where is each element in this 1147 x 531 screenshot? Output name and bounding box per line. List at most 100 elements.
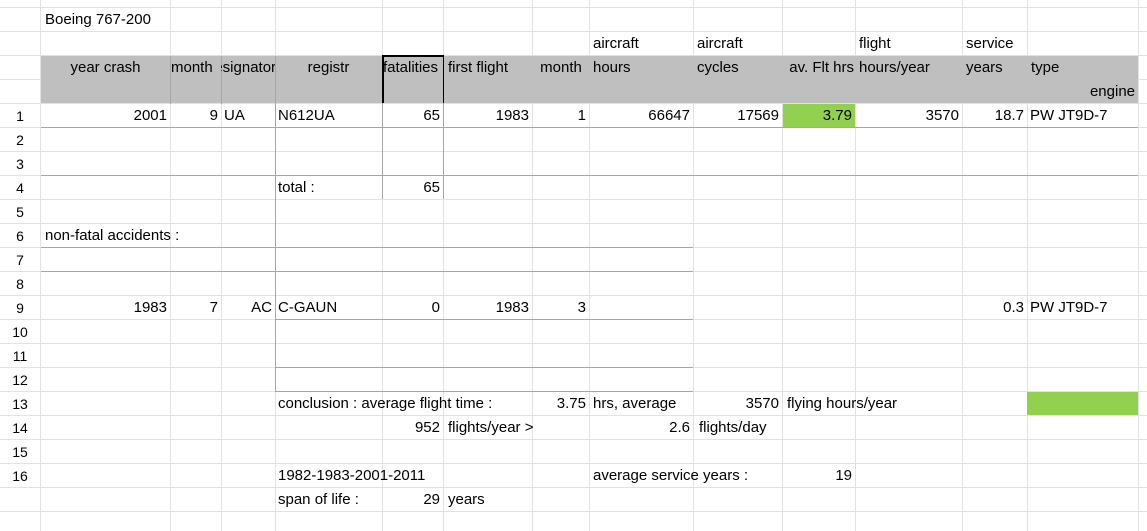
flights-year-label[interactable]: flights/year > bbox=[448, 419, 534, 436]
r9-month[interactable]: 7 bbox=[209, 299, 218, 316]
header-flight-hours-top[interactable]: flight bbox=[859, 35, 891, 52]
header-service-years[interactable]: years bbox=[966, 59, 1003, 76]
header-band bbox=[41, 56, 1138, 103]
border-r7-bottom bbox=[41, 271, 693, 272]
grid-col-line bbox=[1138, 0, 1139, 531]
grid-row-line bbox=[0, 55, 1147, 56]
r1-fatalities[interactable]: 65 bbox=[423, 107, 440, 124]
conclusion-flying-label[interactable]: flying hours/year bbox=[787, 395, 898, 412]
flights-day-value[interactable]: 2.6 bbox=[669, 419, 690, 436]
grid-row-line bbox=[0, 295, 1147, 296]
flights-year-value[interactable]: 952 bbox=[414, 419, 440, 436]
row-number[interactable]: 4 bbox=[16, 180, 24, 196]
header-aircraft-cycles-top[interactable]: aircraft bbox=[697, 35, 743, 52]
row-number[interactable]: 3 bbox=[16, 156, 24, 172]
row-number[interactable]: 5 bbox=[16, 204, 24, 220]
header-avg-flt-hrs[interactable]: av. Flt hrs bbox=[789, 59, 854, 76]
r9-engine-type[interactable]: PW JT9D-7 bbox=[1030, 299, 1108, 316]
border-r9-bottom bbox=[275, 319, 693, 320]
grid-col-line bbox=[221, 0, 222, 531]
border-r1-bottom bbox=[41, 127, 1138, 128]
header-first-flight[interactable]: first flight bbox=[448, 59, 509, 76]
border-col-f-left bbox=[443, 103, 444, 199]
grid-row-line bbox=[0, 463, 1147, 464]
fatalities-border-left bbox=[382, 55, 384, 103]
r1-avg-flt-hrs[interactable]: 3.79 bbox=[822, 107, 852, 124]
avg-service-value[interactable]: 19 bbox=[835, 467, 852, 484]
row-number[interactable]: 8 bbox=[16, 276, 24, 292]
r9-first-flight[interactable]: 1983 bbox=[495, 299, 529, 316]
grid-col-line bbox=[1027, 0, 1028, 531]
r1-aircraft-cycles[interactable]: 17569 bbox=[737, 107, 779, 124]
header-aircraft-hours[interactable]: hours bbox=[593, 59, 631, 76]
row-number[interactable]: 11 bbox=[12, 348, 28, 364]
header-aircraft-hours-top[interactable]: aircraft bbox=[593, 35, 639, 52]
header-designator[interactable]: designator bbox=[221, 59, 275, 76]
span-label[interactable]: span of life : bbox=[278, 491, 359, 508]
conclusion-avg-flight-time[interactable]: 3.75 bbox=[556, 395, 586, 412]
header-aircraft-cycles[interactable]: cycles bbox=[697, 59, 739, 76]
header-type[interactable]: type bbox=[1031, 59, 1060, 76]
grid-row-line bbox=[0, 487, 1147, 488]
non-fatal-label[interactable]: non-fatal accidents : bbox=[45, 227, 180, 244]
r9-month-2[interactable]: 3 bbox=[577, 299, 586, 316]
header-month-2[interactable]: month bbox=[540, 59, 582, 76]
border-col-c-left bbox=[221, 56, 222, 104]
sheet-title[interactable]: Boeing 767-200 bbox=[45, 11, 151, 28]
conclusion-label[interactable]: conclusion : average flight time : bbox=[278, 395, 493, 412]
r9-designator[interactable]: AC bbox=[251, 299, 272, 316]
conclusion-hours-year[interactable]: 3570 bbox=[745, 395, 779, 412]
header-service-years-top[interactable]: service bbox=[966, 35, 1014, 52]
row-number[interactable]: 14 bbox=[12, 420, 28, 436]
grid-col-line bbox=[532, 0, 533, 531]
row-number[interactable]: 9 bbox=[16, 300, 24, 316]
total-value[interactable]: 65 bbox=[423, 179, 440, 196]
grid-row-line bbox=[0, 151, 1147, 152]
header-flight-hours[interactable]: hours/year bbox=[859, 59, 930, 76]
header-engine[interactable]: engine bbox=[1089, 83, 1135, 100]
row-number[interactable]: 6 bbox=[16, 228, 24, 244]
border-r3-bottom bbox=[41, 175, 1138, 176]
header-fatalities[interactable]: fatalities bbox=[383, 59, 439, 76]
row-number[interactable]: 2 bbox=[16, 132, 24, 148]
grid-col-line bbox=[855, 0, 856, 531]
r9-year-crash[interactable]: 1983 bbox=[133, 299, 167, 316]
grid-row-line bbox=[0, 103, 1147, 104]
row-number[interactable]: 10 bbox=[12, 324, 28, 340]
r9-registr[interactable]: C-GAUN bbox=[278, 299, 338, 316]
span-unit[interactable]: years bbox=[448, 491, 485, 508]
r1-aircraft-hours[interactable]: 66647 bbox=[648, 107, 690, 124]
r1-flight-hours[interactable]: 3570 bbox=[925, 107, 959, 124]
r1-year-crash[interactable]: 2001 bbox=[133, 107, 167, 124]
row-number[interactable]: 12 bbox=[12, 372, 28, 388]
years-range[interactable]: 1982-1983-2001-2011 bbox=[278, 467, 426, 484]
header-registr[interactable]: registr bbox=[307, 59, 350, 76]
avg-service-label[interactable]: average service years : bbox=[593, 467, 749, 484]
row-number[interactable]: 13 bbox=[12, 396, 28, 412]
r1-registr[interactable]: N612UA bbox=[278, 107, 335, 124]
header-year-crash[interactable]: year crash bbox=[70, 59, 141, 76]
row-number[interactable]: 1 bbox=[16, 108, 24, 124]
r1-designator[interactable]: UA bbox=[224, 107, 245, 124]
r1-month-2[interactable]: 1 bbox=[577, 107, 586, 124]
r1-month[interactable]: 9 bbox=[209, 107, 218, 124]
grid-col-line bbox=[382, 0, 383, 531]
span-value[interactable]: 29 bbox=[423, 491, 440, 508]
r1-engine-type[interactable]: PW JT9D-7 bbox=[1030, 107, 1108, 124]
row-number[interactable]: 15 bbox=[12, 444, 28, 460]
total-label[interactable]: total : bbox=[278, 179, 315, 196]
grid-row-line bbox=[0, 511, 1147, 512]
flights-day-label[interactable]: flights/day bbox=[699, 419, 767, 436]
r1-service-years[interactable]: 18.7 bbox=[994, 107, 1024, 124]
grid-row-line bbox=[0, 31, 1147, 32]
row-number[interactable]: 16 bbox=[12, 468, 28, 484]
conclusion-hrs-average[interactable]: hrs, average bbox=[593, 395, 677, 412]
row-number[interactable]: 7 bbox=[16, 252, 24, 268]
header-month[interactable]: month bbox=[171, 59, 213, 76]
r9-service-years[interactable]: 0.3 bbox=[1003, 299, 1024, 316]
grid-row-line bbox=[0, 199, 1147, 200]
border-r12-bottom bbox=[275, 391, 693, 392]
r1-first-flight[interactable]: 1983 bbox=[495, 107, 529, 124]
r9-fatalities[interactable]: 0 bbox=[431, 299, 440, 316]
